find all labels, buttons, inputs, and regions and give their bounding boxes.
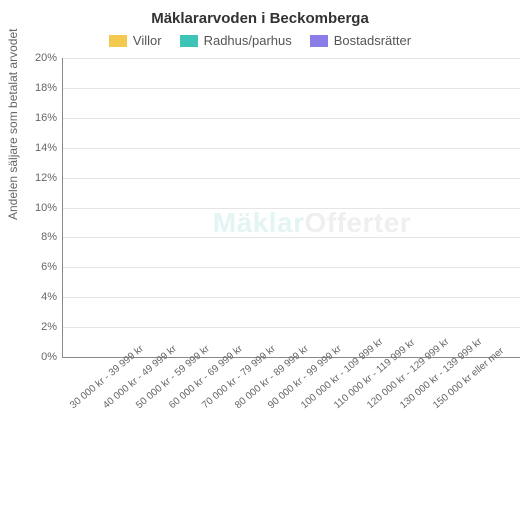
- y-tick-label: 4%: [23, 291, 57, 303]
- x-tick-label: 50 000 kr - 59 999 kr: [134, 386, 161, 411]
- x-tick-label: 130 000 kr - 139 999 kr: [398, 386, 425, 411]
- legend-item-villor: Villor: [109, 33, 162, 48]
- chart-title: Mäklararvoden i Beckomberga: [10, 10, 510, 27]
- legend-label-radhus: Radhus/parhus: [204, 33, 292, 48]
- x-tick-label: 120 000 kr - 129 999 kr: [365, 386, 392, 411]
- y-tick-label: 6%: [23, 261, 57, 273]
- y-tick-label: 10%: [23, 202, 57, 214]
- plot-area: MäklarOfferter 0%2%4%6%8%10%12%14%16%18%…: [62, 58, 520, 358]
- y-tick-label: 14%: [23, 142, 57, 154]
- y-tick-label: 18%: [23, 82, 57, 94]
- x-tick-label: 110 000 kr - 119 999 kr: [332, 386, 359, 411]
- x-tick-label: 80 000 kr - 89 999 kr: [233, 386, 260, 411]
- x-tick-label: 100 000 kr - 109 999 kr: [299, 386, 326, 411]
- legend: Villor Radhus/parhus Bostadsrätter: [10, 33, 510, 48]
- x-tick-label: 40 000 kr - 49 999 kr: [101, 386, 128, 411]
- legend-swatch-bostadsratter: [310, 35, 328, 47]
- y-tick-label: 2%: [23, 321, 57, 333]
- y-tick-label: 12%: [23, 172, 57, 184]
- x-tick-label: 150 000 kr eller mer: [431, 386, 458, 411]
- x-tick-label: 90 000 kr - 99 999 kr: [266, 386, 293, 411]
- y-tick-label: 16%: [23, 112, 57, 124]
- legend-item-radhus: Radhus/parhus: [180, 33, 292, 48]
- legend-item-bostadsratter: Bostadsrätter: [310, 33, 411, 48]
- legend-swatch-radhus: [180, 35, 198, 47]
- x-tick-label: 30 000 kr - 39 999 kr: [68, 386, 95, 411]
- y-tick-label: 20%: [23, 52, 57, 64]
- y-axis-label: Andelen säljare som betalat arvodet: [6, 29, 20, 220]
- x-tick-label: 70 000 kr - 79 999 kr: [200, 386, 227, 411]
- y-tick-label: 8%: [23, 231, 57, 243]
- x-axis-ticks: 30 000 kr - 39 999 kr40 000 kr - 49 999 …: [52, 380, 490, 391]
- x-tick-label: 60 000 kr - 69 999 kr: [167, 386, 194, 411]
- legend-label-villor: Villor: [133, 33, 162, 48]
- legend-swatch-villor: [109, 35, 127, 47]
- y-tick-label: 0%: [23, 351, 57, 363]
- bars-container: [62, 58, 520, 358]
- legend-label-bostadsratter: Bostadsrätter: [334, 33, 411, 48]
